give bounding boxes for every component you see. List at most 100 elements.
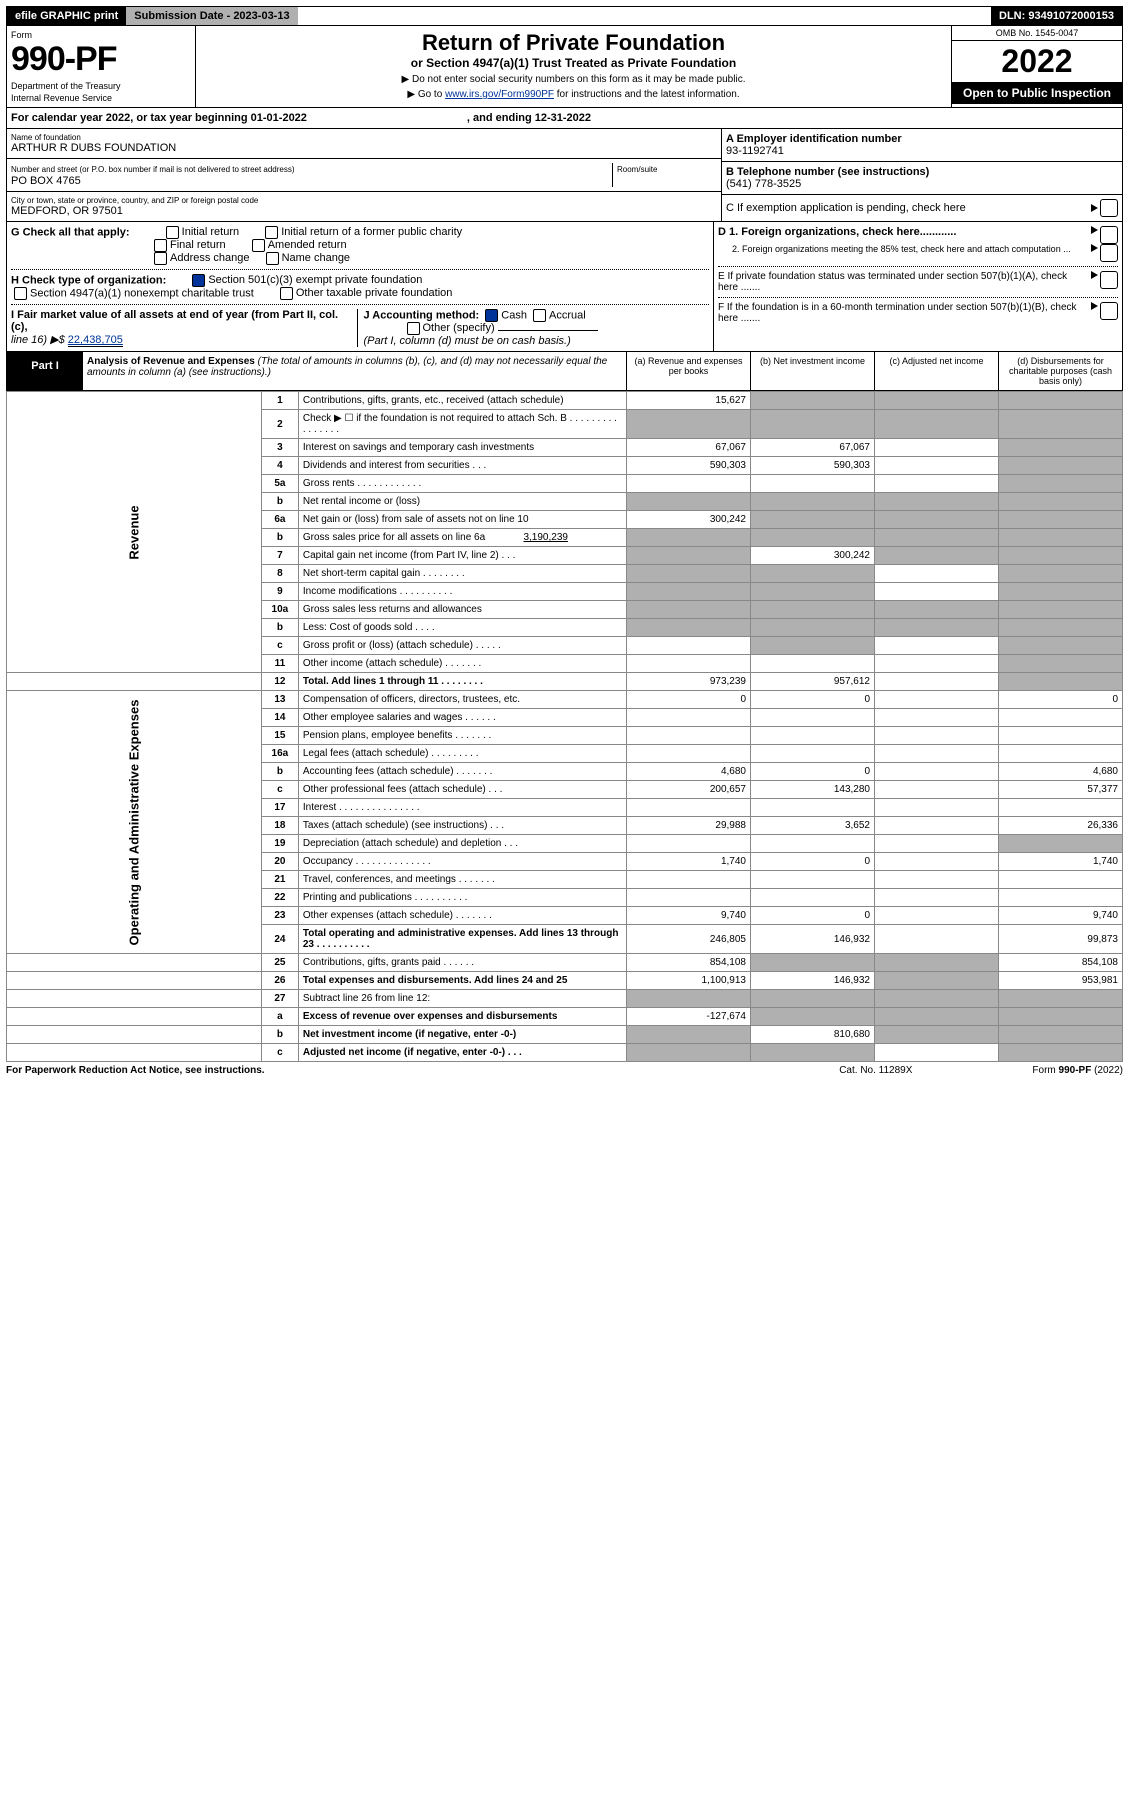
part1-label: Part I bbox=[7, 352, 83, 390]
g-ac: Address change bbox=[170, 252, 250, 264]
h-4947: Section 4947(a)(1) nonexempt charitable … bbox=[30, 287, 254, 299]
address-value: PO BOX 4765 bbox=[11, 175, 81, 187]
submission-date: Submission Date - 2023-03-13 bbox=[126, 7, 297, 25]
cal-end: , and ending 12-31-2022 bbox=[467, 112, 591, 124]
address-label: Number and street (or P.O. box number if… bbox=[11, 165, 295, 174]
name-label: Name of foundation bbox=[11, 133, 717, 142]
amended-cb[interactable] bbox=[252, 239, 265, 252]
col-c: (c) Adjusted net income bbox=[874, 352, 998, 390]
city-label: City or town, state or province, country… bbox=[11, 196, 717, 205]
dln-label: DLN: 93491072000153 bbox=[991, 7, 1122, 25]
exemption-checkbox[interactable] bbox=[1100, 199, 1118, 217]
cal-begin: For calendar year 2022, or tax year begi… bbox=[11, 112, 307, 124]
address-change-cb[interactable] bbox=[154, 252, 167, 265]
part1-title: Analysis of Revenue and Expenses bbox=[87, 356, 258, 367]
exemption-pending-label: C If exemption application is pending, c… bbox=[726, 202, 1089, 214]
cash-cb[interactable] bbox=[485, 309, 498, 322]
tax-year: 2022 bbox=[952, 41, 1122, 82]
form-number: 990-PF bbox=[11, 40, 191, 79]
goto-suffix: for instructions and the latest informat… bbox=[557, 89, 740, 100]
final-return-cb[interactable] bbox=[154, 239, 167, 252]
e-label: E If private foundation status was termi… bbox=[718, 271, 1089, 293]
table-row: bNet investment income (if negative, ent… bbox=[7, 1026, 1123, 1044]
omb-number: OMB No. 1545-0047 bbox=[952, 26, 1122, 41]
form-header: Form 990-PF Department of the Treasury I… bbox=[6, 26, 1123, 108]
footer-left: For Paperwork Reduction Act Notice, see … bbox=[6, 1065, 265, 1076]
i-label: I Fair market value of all assets at end… bbox=[11, 309, 338, 333]
g-nc: Name change bbox=[282, 252, 351, 264]
main-table: Revenue1Contributions, gifts, grants, et… bbox=[6, 391, 1123, 1062]
501c3-cb[interactable] bbox=[192, 274, 205, 287]
room-label: Room/suite bbox=[617, 165, 657, 174]
g-label: G Check all that apply: bbox=[11, 226, 130, 238]
arrow-icon bbox=[1091, 271, 1098, 279]
col-b: (b) Net investment income bbox=[750, 352, 874, 390]
footer-right: Form 990-PF (2022) bbox=[1032, 1065, 1123, 1076]
d2-cb[interactable] bbox=[1100, 244, 1118, 262]
calendar-year-row: For calendar year 2022, or tax year begi… bbox=[6, 108, 1123, 129]
g-section: G Check all that apply: Initial return I… bbox=[11, 226, 709, 265]
col-a: (a) Revenue and expenses per books bbox=[626, 352, 750, 390]
h-section: H Check type of organization: Section 50… bbox=[11, 274, 709, 300]
table-row: 26Total expenses and disbursements. Add … bbox=[7, 972, 1123, 990]
instructions-link[interactable]: www.irs.gov/Form990PF bbox=[445, 89, 554, 100]
g-final: Final return bbox=[170, 239, 226, 251]
table-row: Revenue1Contributions, gifts, grants, et… bbox=[7, 392, 1123, 410]
table-row: cAdjusted net income (if negative, enter… bbox=[7, 1044, 1123, 1062]
j-other: Other (specify) bbox=[423, 322, 495, 334]
foundation-name: ARTHUR R DUBS FOUNDATION bbox=[11, 142, 717, 154]
4947-cb[interactable] bbox=[14, 287, 27, 300]
fmv-value[interactable]: 22,438,705 bbox=[68, 334, 123, 347]
other-method-cb[interactable] bbox=[407, 322, 420, 335]
phone-value: (541) 778-3525 bbox=[726, 178, 801, 190]
form-subtitle: or Section 4947(a)(1) Trust Treated as P… bbox=[200, 56, 947, 70]
arrow-icon bbox=[1091, 226, 1098, 234]
dept-treasury: Department of the Treasury bbox=[11, 81, 191, 91]
initial-public-cb[interactable] bbox=[265, 226, 278, 239]
f-cb[interactable] bbox=[1100, 302, 1118, 320]
arrow-icon bbox=[1091, 244, 1098, 252]
f-label: F If the foundation is in a 60-month ter… bbox=[718, 302, 1089, 324]
j-note: (Part I, column (d) must be on cash basi… bbox=[364, 335, 571, 347]
goto-prefix: ▶ Go to bbox=[407, 89, 445, 100]
g-ipc: Initial return of a former public charit… bbox=[281, 226, 462, 238]
other-taxable-cb[interactable] bbox=[280, 287, 293, 300]
table-row: 25Contributions, gifts, grants paid . . … bbox=[7, 954, 1123, 972]
g-amended: Amended return bbox=[268, 239, 347, 251]
d1-label: D 1. Foreign organizations, check here..… bbox=[718, 226, 956, 238]
j-label: J Accounting method: bbox=[364, 309, 480, 321]
form-word: Form bbox=[11, 30, 191, 40]
j-accrual: Accrual bbox=[549, 309, 586, 321]
arrow-icon bbox=[1091, 302, 1098, 310]
table-row: aExcess of revenue over expenses and dis… bbox=[7, 1008, 1123, 1026]
h-501: Section 501(c)(3) exempt private foundat… bbox=[208, 274, 422, 286]
efile-label: efile GRAPHIC print bbox=[7, 7, 126, 25]
irs-label: Internal Revenue Service bbox=[11, 93, 191, 103]
footer: For Paperwork Reduction Act Notice, see … bbox=[6, 1062, 1123, 1076]
table-row: 27Subtract line 26 from line 12: bbox=[7, 990, 1123, 1008]
initial-return-cb[interactable] bbox=[166, 226, 179, 239]
ssn-note: ▶ Do not enter social security numbers o… bbox=[200, 74, 947, 85]
d1-cb[interactable] bbox=[1100, 226, 1118, 244]
i-line: line 16) ▶$ bbox=[11, 334, 68, 346]
footer-mid: Cat. No. 11289X bbox=[839, 1065, 912, 1076]
form-title: Return of Private Foundation bbox=[200, 30, 947, 56]
e-cb[interactable] bbox=[1100, 271, 1118, 289]
open-to-public: Open to Public Inspection bbox=[952, 82, 1122, 104]
table-row: Operating and Administrative Expenses13C… bbox=[7, 691, 1123, 709]
ein-value: 93-1192741 bbox=[726, 145, 784, 157]
ein-label: A Employer identification number bbox=[726, 133, 902, 145]
col-d: (d) Disbursements for charitable purpose… bbox=[998, 352, 1122, 390]
arrow-icon bbox=[1091, 204, 1098, 212]
h-label: H Check type of organization: bbox=[11, 274, 166, 286]
d2-label: 2. Foreign organizations meeting the 85%… bbox=[732, 244, 1089, 262]
g-initial: Initial return bbox=[182, 226, 239, 238]
j-cash: Cash bbox=[501, 309, 527, 321]
name-change-cb[interactable] bbox=[266, 252, 279, 265]
table-row: 12Total. Add lines 1 through 11 . . . . … bbox=[7, 673, 1123, 691]
top-bar: efile GRAPHIC print Submission Date - 20… bbox=[6, 6, 1123, 26]
accrual-cb[interactable] bbox=[533, 309, 546, 322]
goto-note: ▶ Go to www.irs.gov/Form990PF for instru… bbox=[200, 89, 947, 100]
h-other: Other taxable private foundation bbox=[296, 287, 453, 299]
phone-label: B Telephone number (see instructions) bbox=[726, 166, 929, 178]
